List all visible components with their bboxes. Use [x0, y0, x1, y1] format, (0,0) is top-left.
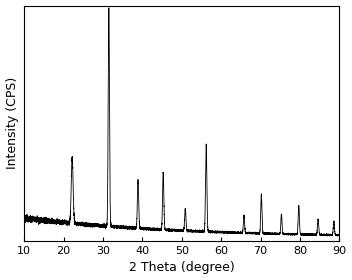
X-axis label: 2 Theta (degree): 2 Theta (degree) [129, 262, 235, 274]
Y-axis label: Intensity (CPS): Intensity (CPS) [6, 77, 19, 169]
